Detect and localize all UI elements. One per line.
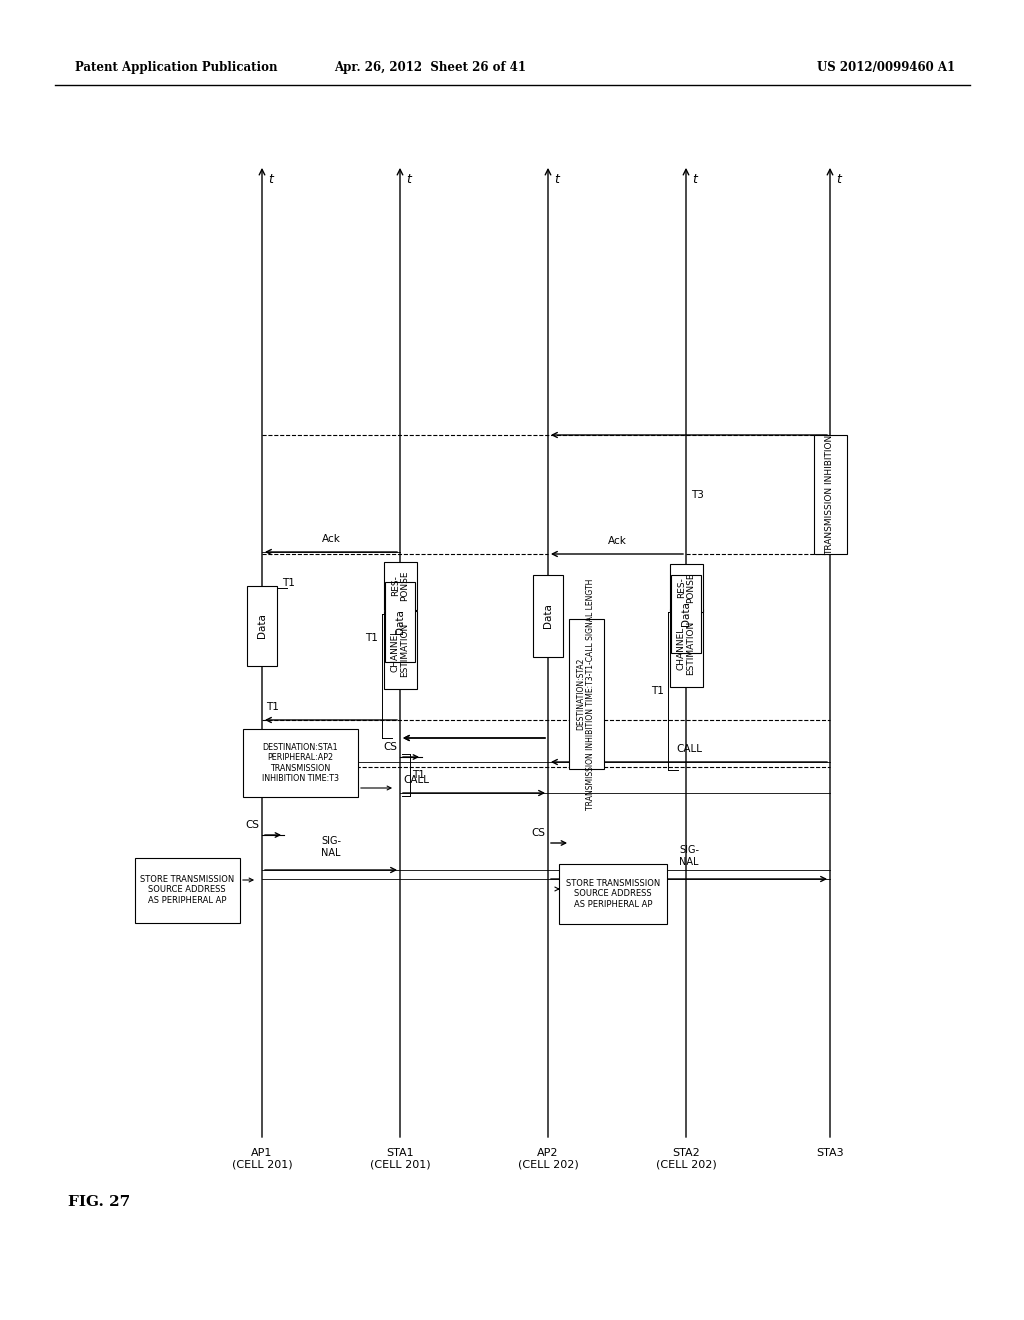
Text: STA2
(CELL 202): STA2 (CELL 202) bbox=[655, 1148, 717, 1170]
Text: RES-
PONSE: RES- PONSE bbox=[390, 570, 410, 601]
Text: STA1
(CELL 201): STA1 (CELL 201) bbox=[370, 1148, 430, 1170]
Text: CS: CS bbox=[531, 828, 545, 838]
Text: t: t bbox=[836, 173, 841, 186]
Bar bbox=[568, 619, 603, 770]
Text: CS: CS bbox=[245, 820, 259, 830]
Text: STORE TRANSMISSION
SOURCE ADDRESS
AS PERIPHERAL AP: STORE TRANSMISSION SOURCE ADDRESS AS PER… bbox=[566, 879, 660, 909]
Text: CHANNEL
ESTIMATION: CHANNEL ESTIMATION bbox=[390, 623, 410, 677]
Text: T1: T1 bbox=[366, 634, 378, 643]
Bar bbox=[670, 609, 702, 686]
Text: Data: Data bbox=[681, 602, 691, 627]
Bar bbox=[534, 576, 563, 657]
Text: Ack: Ack bbox=[607, 536, 627, 546]
Text: STA3: STA3 bbox=[816, 1148, 844, 1158]
Text: T1: T1 bbox=[266, 702, 279, 711]
Text: DESTINATION:STA1
PERIPHERAL:AP2
TRANSMISSION
INHIBITION TIME:T3: DESTINATION:STA1 PERIPHERAL:AP2 TRANSMIS… bbox=[261, 743, 339, 783]
Bar bbox=[384, 562, 417, 610]
Text: t: t bbox=[554, 173, 559, 186]
Text: AP1
(CELL 201): AP1 (CELL 201) bbox=[231, 1148, 292, 1170]
Text: AP2
(CELL 202): AP2 (CELL 202) bbox=[517, 1148, 579, 1170]
Text: T3: T3 bbox=[691, 490, 703, 499]
Text: Data: Data bbox=[257, 614, 267, 639]
Text: RES-
PONSE: RES- PONSE bbox=[677, 573, 695, 603]
Text: Ack: Ack bbox=[322, 535, 340, 544]
Bar bbox=[813, 436, 847, 554]
Bar bbox=[670, 564, 702, 612]
Bar bbox=[671, 576, 701, 653]
Text: CALL: CALL bbox=[403, 775, 429, 785]
Bar bbox=[247, 586, 278, 667]
Text: CS: CS bbox=[383, 742, 397, 752]
Text: Data: Data bbox=[395, 610, 406, 635]
Text: Apr. 26, 2012  Sheet 26 of 41: Apr. 26, 2012 Sheet 26 of 41 bbox=[334, 62, 526, 74]
Bar bbox=[134, 858, 240, 923]
Bar bbox=[384, 611, 417, 689]
Text: CALL: CALL bbox=[676, 744, 702, 754]
Text: t: t bbox=[268, 173, 272, 186]
Text: CHANNEL
ESTIMATION: CHANNEL ESTIMATION bbox=[677, 620, 695, 675]
Text: TRANSMISSION INHIBITION: TRANSMISSION INHIBITION bbox=[825, 434, 835, 554]
Text: SIG-
NAL: SIG- NAL bbox=[321, 837, 341, 858]
Text: DESTINATION:STA2
TRANSMISSION INHIBITION TIME:T3-T1-CALL SIGNAL LENGTH: DESTINATION:STA2 TRANSMISSION INHIBITION… bbox=[577, 578, 595, 809]
Text: FIG. 27: FIG. 27 bbox=[68, 1195, 130, 1209]
Bar bbox=[243, 729, 357, 797]
Text: T1: T1 bbox=[282, 578, 295, 587]
Text: Data: Data bbox=[543, 603, 553, 628]
Text: T1: T1 bbox=[325, 733, 338, 743]
Text: Patent Application Publication: Patent Application Publication bbox=[75, 62, 278, 74]
Text: SIG-
NAL: SIG- NAL bbox=[679, 845, 699, 867]
Text: T1: T1 bbox=[412, 770, 425, 780]
Text: t: t bbox=[692, 173, 697, 186]
Text: US 2012/0099460 A1: US 2012/0099460 A1 bbox=[817, 62, 955, 74]
Bar bbox=[385, 582, 415, 663]
Text: T1: T1 bbox=[651, 686, 664, 696]
Text: t: t bbox=[406, 173, 411, 186]
Bar bbox=[559, 865, 667, 924]
Text: STORE TRANSMISSION
SOURCE ADDRESS
AS PERIPHERAL AP: STORE TRANSMISSION SOURCE ADDRESS AS PER… bbox=[140, 875, 234, 906]
